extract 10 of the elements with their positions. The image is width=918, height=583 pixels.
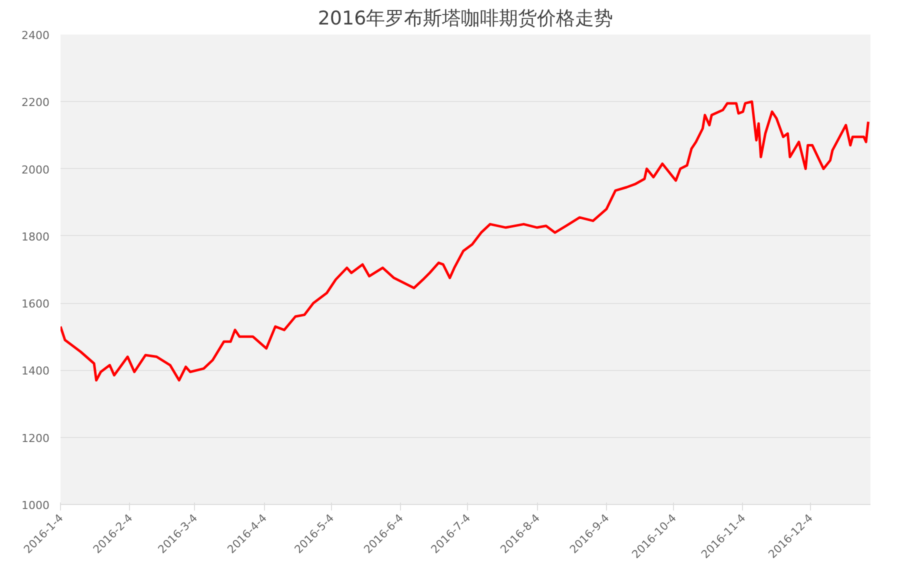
y-tick-label: 1800 [22,230,50,244]
y-tick-label: 1600 [22,298,50,311]
chart-title: 2016年罗布斯塔咖啡期货价格走势 [318,8,614,30]
y-tick-label: 1000 [22,499,50,512]
y-tick-label: 2400 [22,29,50,42]
line-series [60,100,870,382]
y-tick-label: 1400 [22,364,50,378]
y-tick-label: 2200 [22,96,50,110]
y-tick-label: 1200 [22,432,50,445]
y-tick-label: 2000 [22,163,50,176]
